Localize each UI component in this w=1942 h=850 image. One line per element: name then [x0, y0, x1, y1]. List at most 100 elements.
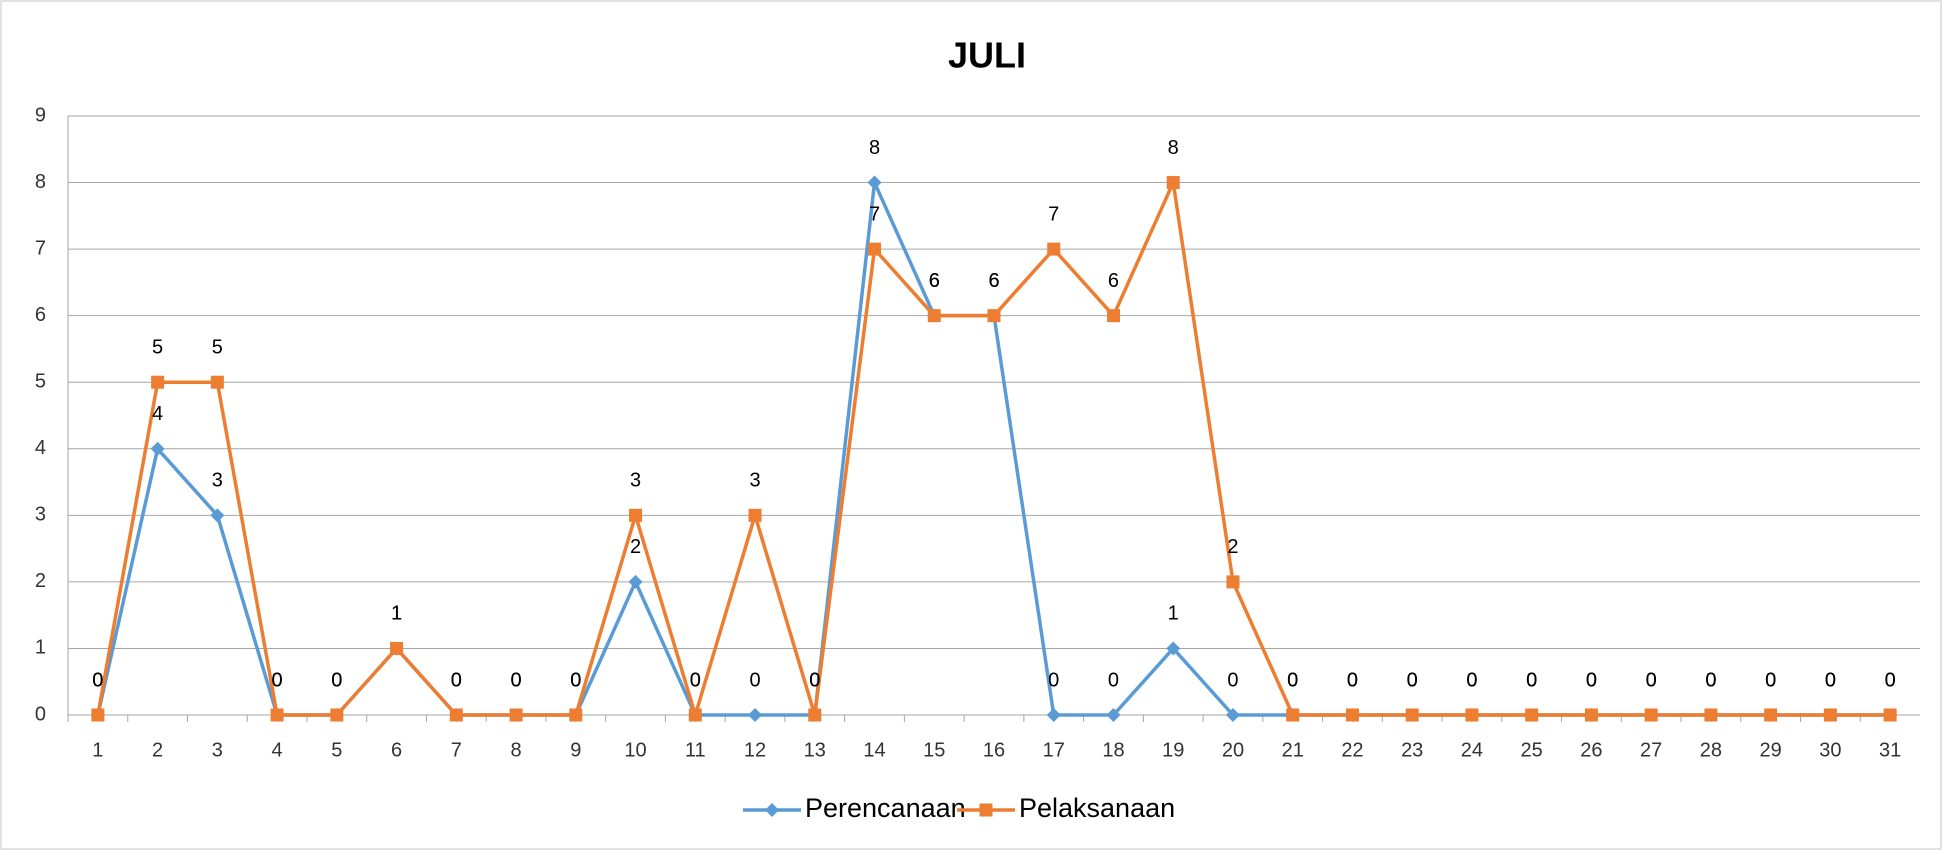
- data-label: 3: [212, 470, 223, 492]
- x-tick-label: 24: [1461, 739, 1483, 761]
- point: [1584, 708, 1598, 722]
- data-label: 5: [212, 337, 223, 359]
- point: [748, 708, 763, 722]
- x-tick-label: 15: [923, 739, 945, 761]
- point: [91, 708, 105, 722]
- data-label: 0: [1825, 669, 1836, 691]
- point: [569, 708, 583, 722]
- point: [330, 708, 344, 722]
- data-label: 0: [451, 669, 462, 691]
- data-label: 0: [92, 669, 103, 691]
- data-label: 1: [391, 603, 402, 625]
- data-label: 0: [809, 669, 820, 691]
- point: [1226, 575, 1240, 589]
- data-label: 0: [331, 669, 342, 691]
- point: [1166, 641, 1181, 656]
- data-label: 6: [929, 270, 940, 292]
- point: [748, 508, 762, 522]
- data-label: 0: [1586, 669, 1597, 691]
- x-tick-label: 21: [1282, 739, 1304, 761]
- data-label: 0: [1765, 669, 1776, 691]
- data-label: 0: [1347, 669, 1358, 691]
- point: [270, 708, 284, 722]
- data-label: 0: [511, 669, 522, 691]
- legend-label: Pelaksanaan: [1019, 793, 1175, 823]
- point: [1286, 708, 1300, 722]
- x-tick-label: 4: [272, 739, 283, 761]
- x-tick-label: 14: [863, 739, 885, 761]
- data-label: 0: [1466, 669, 1477, 691]
- x-tick-label: 6: [391, 739, 402, 761]
- point: [1465, 708, 1479, 722]
- x-tick-label: 17: [1043, 739, 1065, 761]
- x-tick-label: 10: [624, 739, 646, 761]
- point: [867, 175, 882, 190]
- point: [509, 708, 523, 722]
- point: [868, 242, 882, 256]
- point: [765, 803, 779, 817]
- data-label: 0: [1825, 669, 1836, 691]
- x-tick-label: 28: [1700, 739, 1722, 761]
- data-label: 0: [1048, 669, 1059, 691]
- data-label: 0: [690, 669, 701, 691]
- point: [1704, 708, 1718, 722]
- data-label: 0: [1347, 669, 1358, 691]
- point: [1345, 708, 1359, 722]
- x-tick-label: 26: [1580, 739, 1602, 761]
- x-tick-label: 11: [685, 739, 706, 761]
- data-label: 0: [1108, 669, 1119, 691]
- data-label: 0: [1407, 669, 1418, 691]
- point: [987, 309, 1001, 323]
- data-label: 0: [1227, 669, 1238, 691]
- x-tick-label: 27: [1640, 739, 1662, 761]
- x-tick-label: 1: [92, 739, 103, 761]
- point: [628, 574, 643, 589]
- y-tick-label: 5: [35, 371, 46, 393]
- x-tick-label: 20: [1222, 739, 1244, 761]
- point: [1883, 708, 1897, 722]
- x-tick-label: 8: [511, 739, 522, 761]
- point: [1764, 708, 1778, 722]
- point: [210, 508, 225, 523]
- x-tick-label: 5: [331, 739, 342, 761]
- point: [1644, 708, 1658, 722]
- y-tick-label: 9: [35, 104, 46, 126]
- y-tick-label: 3: [35, 504, 46, 526]
- x-tick-label: 23: [1401, 739, 1423, 761]
- data-label: 0: [749, 669, 760, 691]
- x-tick-label: 18: [1102, 739, 1124, 761]
- point: [449, 708, 463, 722]
- data-label: 0: [92, 669, 103, 691]
- point: [150, 441, 165, 456]
- data-label: 0: [451, 669, 462, 691]
- data-label: 0: [511, 669, 522, 691]
- point: [1166, 176, 1180, 190]
- data-label: 0: [1765, 669, 1776, 691]
- data-label: 0: [1526, 669, 1537, 691]
- y-tick-label: 1: [35, 637, 46, 659]
- data-label: 0: [1407, 669, 1418, 691]
- x-tick-label: 9: [570, 739, 581, 761]
- x-tick-label: 2: [152, 739, 163, 761]
- data-label: 3: [749, 470, 760, 492]
- point: [688, 708, 702, 722]
- point: [808, 708, 822, 722]
- x-tick-label: 16: [983, 739, 1005, 761]
- x-tick-label: 12: [744, 739, 766, 761]
- data-label: 1: [391, 603, 402, 625]
- data-label: 3: [630, 470, 641, 492]
- data-label: 0: [1287, 669, 1298, 691]
- x-tick-label: 25: [1521, 739, 1543, 761]
- data-label: 0: [1705, 669, 1716, 691]
- point: [1047, 242, 1061, 256]
- point: [1225, 708, 1240, 722]
- data-label: 1: [1168, 603, 1179, 625]
- data-label: 0: [570, 669, 581, 691]
- point: [1106, 708, 1121, 722]
- x-tick-label: 3: [212, 739, 223, 761]
- data-label: 6: [988, 270, 999, 292]
- y-tick-label: 0: [35, 703, 46, 725]
- data-label: 0: [570, 669, 581, 691]
